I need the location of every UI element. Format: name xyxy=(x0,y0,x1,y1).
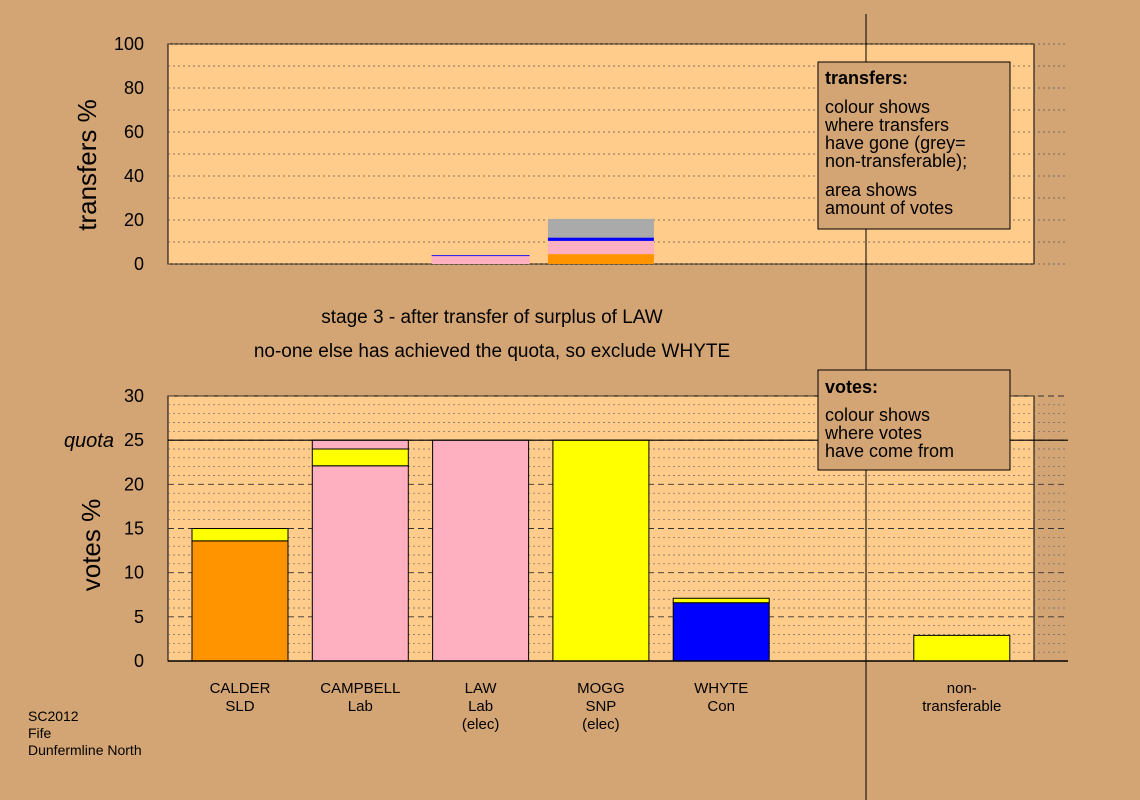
transfers-legend-line: colour shows xyxy=(825,97,930,117)
transfers-bar-segment xyxy=(547,254,654,264)
transfers-bars xyxy=(431,218,654,264)
votes-y-tick-label: 20 xyxy=(124,474,144,494)
votes-y-tick-label: 5 xyxy=(134,607,144,627)
quota-label: quota xyxy=(64,430,114,452)
transfers-legend-line: where transfers xyxy=(824,115,949,135)
election-code: SC2012 xyxy=(28,708,79,724)
ward-name: Dunfermline North xyxy=(28,742,142,758)
transfers-bar-segment xyxy=(431,255,530,257)
transfers-bar-segment xyxy=(547,218,654,238)
votes-legend-line: where votes xyxy=(824,423,922,443)
transfers-y-ticks: 0 20 40 60 80 100 xyxy=(114,34,144,274)
transfers-y-tick-label: 80 xyxy=(124,78,144,98)
votes-bar-segment xyxy=(311,439,409,450)
votes-y-axis-label: votes % xyxy=(76,499,106,592)
category-label: (elec) xyxy=(462,716,500,733)
category-label: SNP xyxy=(585,698,616,715)
category-label: MOGG xyxy=(577,680,625,697)
council-name: Fife xyxy=(28,725,52,741)
votes-bar-segment xyxy=(672,597,770,604)
votes-y-tick-label: 10 xyxy=(124,563,144,583)
category-label: CAMPBELL xyxy=(320,680,400,697)
votes-y-tick-label: 0 xyxy=(134,651,144,671)
votes-y-tick-label: 25 xyxy=(124,430,144,450)
votes-bar-segment xyxy=(913,634,1011,662)
transfers-legend-line: have gone (grey= xyxy=(825,133,966,153)
category-label: WHYTE xyxy=(694,680,748,697)
category-label: Lab xyxy=(348,698,373,715)
transfers-bar-segment xyxy=(547,240,654,255)
transfers-y-tick-label: 60 xyxy=(124,122,144,142)
transfers-y-tick-label: 0 xyxy=(134,254,144,274)
votes-legend-line: have come from xyxy=(825,441,954,461)
votes-bar-segment xyxy=(311,465,409,662)
category-label: non- xyxy=(947,680,977,697)
transfers-y-tick-label: 100 xyxy=(114,34,144,54)
votes-bar-segment xyxy=(191,540,289,662)
transfers-legend-line: area shows xyxy=(825,180,917,200)
transfers-y-tick-label: 40 xyxy=(124,166,144,186)
category-label: (elec) xyxy=(582,716,620,733)
votes-y-tick-label: 15 xyxy=(124,519,144,539)
transfers-legend-line: non-transferable); xyxy=(825,151,967,171)
category-labels: CALDERSLDCAMPBELLLabLAWLab(elec)MOGGSNP(… xyxy=(210,680,1002,733)
transfers-legend-heading: transfers: xyxy=(825,68,908,88)
transfers-bar-segment xyxy=(431,256,530,264)
votes-bar-segment xyxy=(552,439,650,662)
category-label: transferable xyxy=(922,698,1001,715)
votes-bar-segment xyxy=(191,528,289,542)
votes-y-tick-label: 30 xyxy=(124,386,144,406)
transfers-legend-line: amount of votes xyxy=(825,198,953,218)
category-label: CALDER xyxy=(210,680,271,697)
category-label: LAW xyxy=(465,680,498,697)
votes-legend-heading: votes: xyxy=(825,377,878,397)
transfers-y-axis-label: transfers % xyxy=(72,99,102,231)
votes-bar-segment xyxy=(311,448,409,467)
votes-bar-segment xyxy=(432,439,530,662)
votes-y-ticks: 0 5 10 15 20 25 30 xyxy=(124,386,144,671)
stage-text-line2: no-one else has achieved the quota, so e… xyxy=(254,341,730,362)
stage-text-line1: stage 3 - after transfer of surplus of L… xyxy=(321,307,663,328)
category-label: Lab xyxy=(468,698,493,715)
transfers-y-tick-label: 20 xyxy=(124,210,144,230)
votes-bar-segment xyxy=(672,602,770,662)
votes-bars xyxy=(191,439,1011,662)
votes-legend-line: colour shows xyxy=(825,405,930,425)
votes-legend-box: votes: colour shows where votes have com… xyxy=(817,369,1011,471)
category-label: Con xyxy=(707,698,735,715)
transfers-legend-box: transfers: colour shows where transfers … xyxy=(817,61,1011,230)
category-label: SLD xyxy=(225,698,254,715)
transfers-bar-segment xyxy=(547,237,654,241)
